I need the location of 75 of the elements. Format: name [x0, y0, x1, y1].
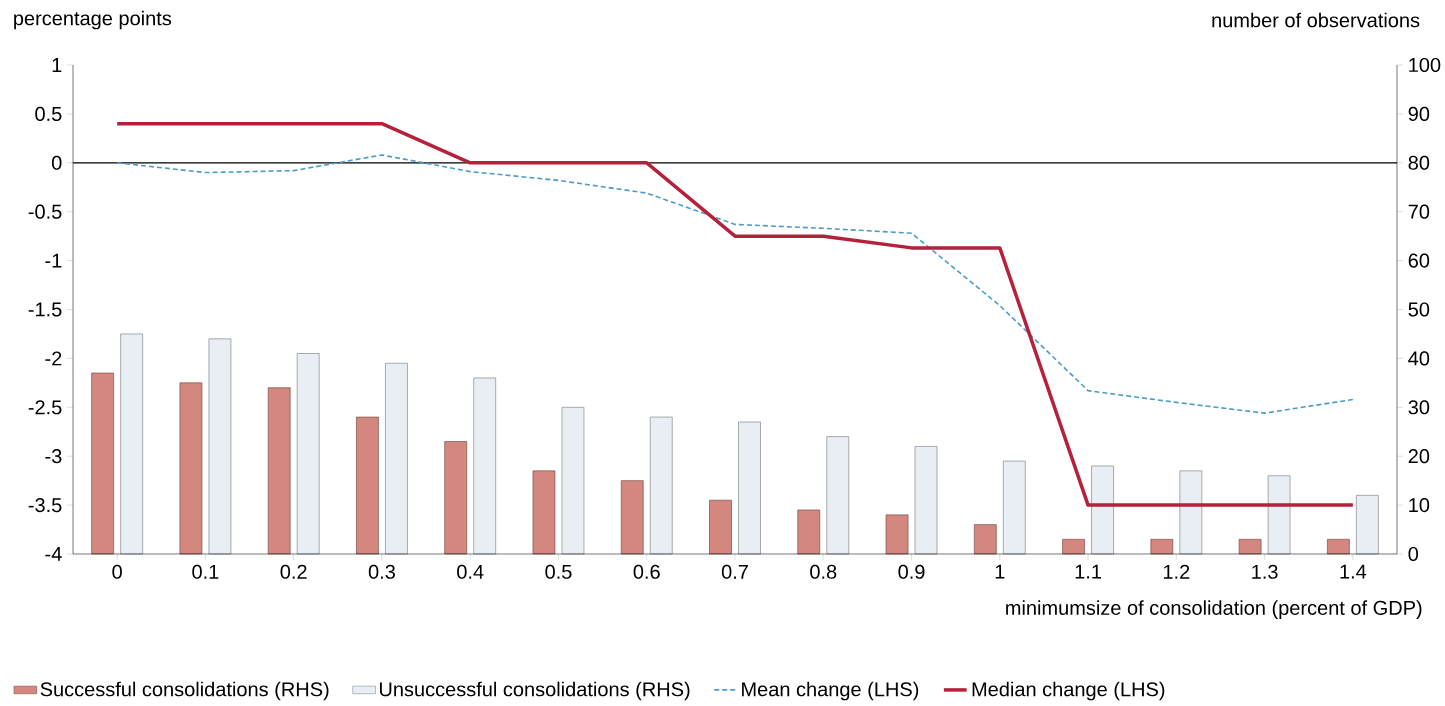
x-tick-label: 0.5 [545, 564, 572, 579]
x-tick-label: 0.9 [898, 564, 925, 579]
y-tick-label: -3.5 [28, 498, 62, 513]
y2-tick-label: 90 [1408, 106, 1430, 121]
x-tick-label: 0.2 [280, 564, 307, 579]
x-tick-label: 0.4 [457, 564, 484, 579]
y-axis-title: percentage points [14, 10, 172, 30]
bar [1238, 538, 1262, 555]
y-tick-label: -2.5 [28, 400, 62, 415]
y-tick-label: -1.5 [28, 302, 62, 317]
legend-label: Successful consolidations (RHS) [40, 681, 329, 701]
bar [356, 416, 379, 555]
x-tick-label: 1.2 [1163, 564, 1190, 579]
y-tick-label: 0 [51, 155, 62, 170]
bar [208, 338, 232, 555]
y2-tick-label: 80 [1408, 155, 1430, 170]
y-tick-label: -4 [45, 547, 62, 561]
bar [914, 446, 938, 555]
legend-label: Median change (LHS) [972, 681, 1165, 701]
bar [267, 387, 291, 555]
bar [385, 362, 408, 555]
bar [1062, 538, 1085, 555]
y2-axis-title: number of observations [1212, 12, 1420, 28]
bar [179, 382, 203, 555]
y-tick-label: -2 [45, 351, 62, 366]
y-tick-label: -0.5 [28, 204, 62, 219]
bar [532, 470, 556, 555]
x-tick-label: 1 [995, 564, 1005, 579]
y-tick-label: 1 [52, 58, 62, 72]
y-tick-label: -3 [45, 449, 62, 464]
y2-tick-label: 40 [1408, 351, 1430, 366]
x-tick-label: 1.1 [1075, 564, 1101, 579]
y2-tick-label: 20 [1408, 449, 1430, 464]
bar [973, 524, 997, 555]
bar [885, 514, 909, 555]
bar [444, 441, 468, 555]
bar [1002, 460, 1026, 555]
y2-tick-label: 50 [1408, 302, 1430, 317]
bar [1356, 494, 1379, 555]
y2-tick-label: 100 [1409, 57, 1441, 73]
bar [1150, 538, 1174, 555]
bar [1267, 475, 1291, 555]
y-tick-label: -1 [45, 253, 62, 268]
bar [1179, 470, 1203, 555]
x-tick-label: 0 [112, 564, 122, 579]
x-tick-label: 0.3 [368, 564, 395, 579]
y2-tick-label: 70 [1408, 204, 1430, 219]
x-tick-label: 0.6 [633, 564, 660, 579]
legend-label: Mean change (LHS) [742, 681, 919, 701]
bar [473, 377, 497, 555]
y2-tick-label: 0 [1408, 546, 1419, 562]
y2-tick-label: 60 [1408, 253, 1430, 268]
bar [120, 333, 143, 555]
x-tick-label: 0.8 [810, 564, 837, 579]
bar [561, 406, 585, 555]
x-tick-label: 1.4 [1340, 564, 1367, 579]
bar [709, 499, 732, 555]
bar [91, 372, 114, 555]
bar [649, 416, 673, 555]
y2-tick-label: 30 [1408, 400, 1430, 415]
bar [826, 436, 850, 555]
x-tick-label: 0.1 [192, 564, 219, 579]
bar [738, 421, 761, 555]
bar [620, 480, 644, 555]
y2-tick-label: 10 [1409, 498, 1430, 513]
bar [797, 509, 821, 555]
x-axis-title: minimumsize of consolidation (percent of GDP) [1006, 600, 1422, 619]
bar [1327, 538, 1350, 555]
legend-label: Unsuccessful consolidations (RHS) [379, 681, 690, 701]
x-tick-label: 1.3 [1252, 564, 1278, 579]
y-tick-label: 0.5 [35, 106, 62, 121]
bar [1091, 465, 1114, 555]
x-tick-label: 0.7 [721, 564, 748, 579]
bar [296, 353, 320, 555]
line-series [116, 154, 1354, 414]
